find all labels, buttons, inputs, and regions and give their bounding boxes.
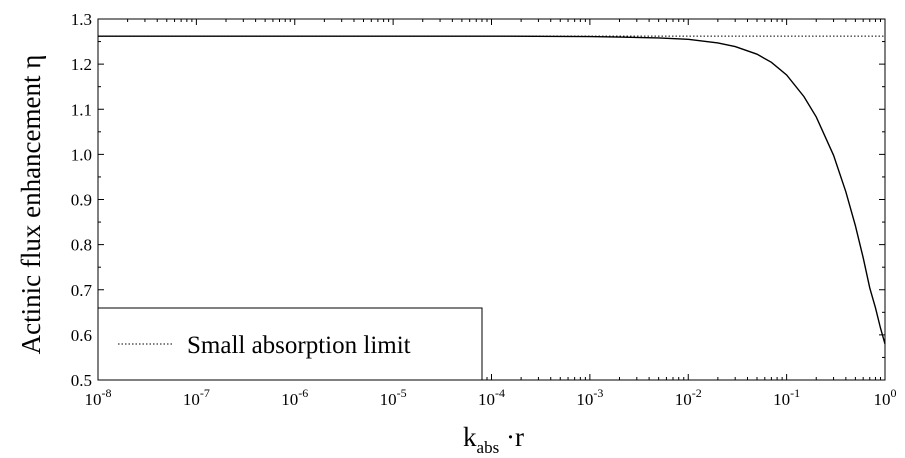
series-line-actinic-flux (98, 35, 886, 345)
x-tick-label: 10-1 (773, 386, 800, 409)
x-tick-exponent: -5 (397, 386, 407, 400)
x-axis-label-rest: ·r (499, 422, 524, 452)
x-tick-exponent: -2 (692, 386, 702, 400)
x-tick-label: 100 (874, 386, 897, 409)
x-tick-base: 10 (478, 390, 495, 409)
series-layer (98, 35, 886, 345)
x-tick-exponent: -8 (102, 386, 112, 400)
y-tick-label: 0.8 (71, 236, 92, 255)
x-tick-label: 10-3 (576, 386, 603, 409)
x-tick-exponent: -3 (593, 386, 603, 400)
legend: Small absorption limit (97, 307, 483, 381)
y-tick-label: 1.2 (71, 55, 92, 74)
y-tick-label: 1.1 (71, 100, 92, 119)
y-tick-label: 0.9 (71, 191, 92, 210)
x-tick-exponent: -1 (790, 386, 800, 400)
y-tick-label: 1.3 (71, 10, 92, 29)
x-tick-label: 10-4 (478, 386, 505, 409)
x-axis-label-main: k (463, 422, 477, 452)
y-tick-label: 0.6 (71, 326, 92, 345)
y-tick-label: 0.7 (71, 281, 93, 300)
x-tick-base: 10 (85, 390, 102, 409)
x-tick-label: 10-8 (85, 386, 112, 409)
legend-box (97, 307, 483, 381)
y-axis-ticks: 0.5 0.6 0.7 0.8 0.9 1.0 1.1 1.2 1.3 (71, 10, 885, 390)
x-tick-label: 10-7 (183, 386, 210, 409)
y-tick-label: 0.5 (71, 371, 92, 390)
x-tick-base: 10 (281, 390, 298, 409)
x-tick-base: 10 (675, 390, 692, 409)
x-tick-label: 10-2 (675, 386, 702, 409)
x-axis-label: kabs ·r (463, 422, 524, 457)
x-tick-exponent: -6 (298, 386, 308, 400)
x-tick-exponent: -4 (495, 386, 505, 400)
x-axis-label-subscript: abs (477, 438, 500, 457)
x-tick-base: 10 (380, 390, 397, 409)
x-tick-exponent: -7 (200, 386, 210, 400)
x-tick-base: 10 (183, 390, 200, 409)
x-axis-ticks: 10-8 10-7 10-6 10-5 10-4 10-3 10-2 10-1 100 (85, 19, 897, 409)
y-tick-label: 1.0 (71, 145, 92, 164)
x-tick-label: 10-5 (380, 386, 407, 409)
legend-label-small-absorption-limit: Small absorption limit (187, 332, 411, 359)
plot-frame (97, 18, 886, 381)
x-tick-exponent: 0 (891, 386, 897, 400)
x-tick-base: 10 (874, 390, 891, 409)
x-tick-base: 10 (773, 390, 790, 409)
y-axis-label: Actinic flux enhancement η (16, 55, 46, 355)
x-tick-base: 10 (576, 390, 593, 409)
x-tick-label: 10-6 (281, 386, 308, 409)
